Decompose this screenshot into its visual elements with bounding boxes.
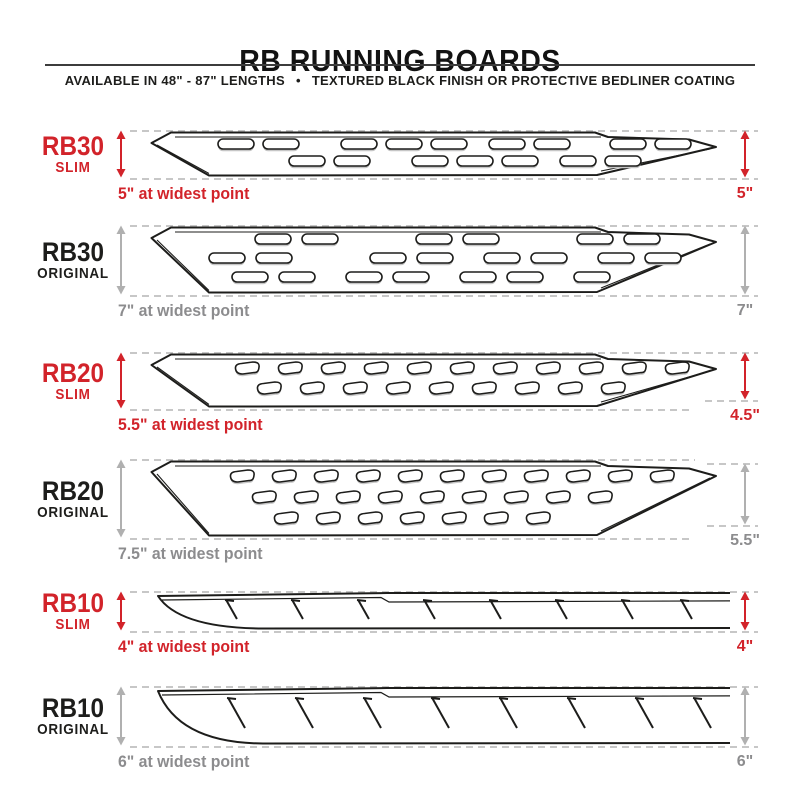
model-label: RB20 [41,357,105,388]
right-width-arrow [740,591,750,631]
right-width-value: 7" [736,302,754,319]
width-guide-dash [130,225,758,227]
width-guide-dash [130,631,758,633]
board-illustration [157,687,730,745]
left-width-arrow [116,225,126,295]
model-label: RB10 [41,587,105,618]
width-guide-dash [130,409,692,411]
variant-label: ORIGINAL [37,503,109,521]
width-guide-dash [707,525,758,527]
board-illustration [150,460,717,537]
board-label-block: RB30 SLIM [10,132,136,176]
title-divider [45,64,755,66]
width-guide-dash [707,463,758,465]
board-illustration [157,592,730,630]
board-illustration [150,353,717,408]
page-title: RB RUNNING BOARDS [239,42,561,78]
left-width-arrow [116,130,126,178]
right-width-value: 6" [736,753,754,770]
subtitle-finish: TEXTURED BLACK FINISH OR PROTECTIVE BEDL… [311,73,736,88]
width-guide-dash [130,686,758,688]
width-caption: 7" at widest point [118,301,250,320]
variant-label: SLIM [55,385,91,403]
subtitle-lengths: AVAILABLE IN 48" - 87" LENGTHS [64,73,285,88]
variant-label: ORIGINAL [37,721,109,739]
board-label-block: RB20 ORIGINAL [10,476,136,520]
width-guide-dash [130,459,695,461]
left-width-arrow [116,352,126,409]
model-label: RB30 [41,130,105,161]
model-label: RB20 [41,475,105,506]
width-guide-dash [130,746,758,748]
right-width-value: 5.5" [730,532,760,549]
right-width-arrow [740,130,750,178]
right-width-arrow [740,463,750,525]
board-illustration [150,131,717,177]
width-caption: 7.5" at widest point [118,544,263,563]
board-label-block: RB10 ORIGINAL [10,694,136,738]
width-guide-dash [130,591,758,593]
right-width-value: 4.5" [730,407,760,424]
width-caption: 5" at widest point [118,184,250,203]
right-width-arrow [740,686,750,746]
board-label-block: RB10 SLIM [10,589,136,633]
board-illustration [150,226,717,294]
width-guide-dash [130,538,692,540]
width-caption: 5.5" at widest point [118,415,263,434]
variant-label: ORIGINAL [37,265,109,283]
width-guide-dash [130,130,758,132]
left-width-arrow [116,591,126,631]
subtitle-separator: • [295,73,301,88]
left-width-arrow [116,459,126,538]
page-subtitle: AVAILABLE IN 48" - 87" LENGTHS • TEXTURED … [0,73,800,88]
right-width-value: 5" [736,185,754,202]
width-caption: 6" at widest point [118,752,250,771]
right-width-arrow [740,225,750,295]
board-label-block: RB20 SLIM [10,358,136,402]
board-label-block: RB30 ORIGINAL [10,238,136,282]
model-label: RB10 [41,692,105,723]
variant-label: SLIM [55,616,91,634]
width-guide-dash [130,352,758,354]
variant-label: SLIM [55,159,91,177]
model-label: RB30 [41,236,105,267]
width-caption: 4" at widest point [118,637,250,656]
right-width-arrow [740,352,750,400]
right-width-value: 4" [736,638,754,655]
width-guide-dash [130,178,758,180]
width-guide-dash [705,400,758,402]
left-width-arrow [116,686,126,746]
width-guide-dash [130,295,758,297]
